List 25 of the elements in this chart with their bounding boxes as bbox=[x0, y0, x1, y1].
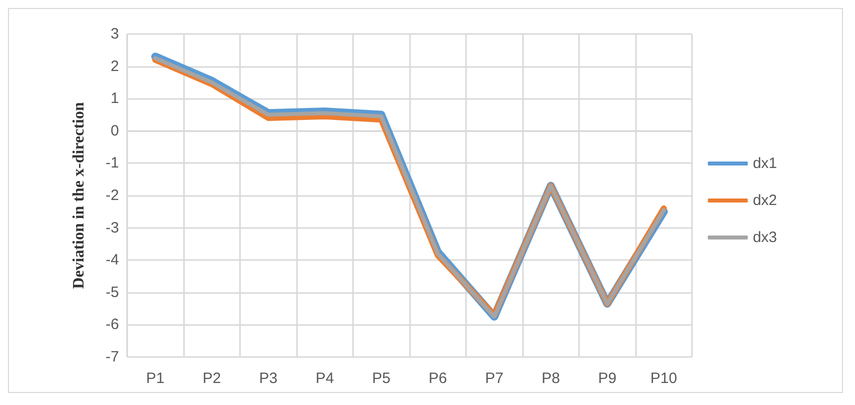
x-tick-label: P5 bbox=[372, 370, 390, 387]
x-tick-label: P3 bbox=[259, 370, 278, 387]
y-tick-label: 3 bbox=[110, 26, 119, 42]
y-tick-label: -2 bbox=[106, 187, 119, 204]
y-tick-label: 0 bbox=[110, 122, 119, 140]
y-tick-label: 1 bbox=[110, 90, 119, 108]
y-tick-label: -1 bbox=[106, 154, 119, 172]
x-tick-label: P10 bbox=[650, 370, 678, 387]
x-tick-label: P4 bbox=[316, 370, 334, 387]
x-tick-label: P8 bbox=[542, 370, 560, 387]
legend-label: dx2 bbox=[752, 192, 778, 209]
y-tick-label: -6 bbox=[106, 316, 119, 334]
y-tick-label: -4 bbox=[106, 252, 119, 269]
legend-label: dx3 bbox=[752, 229, 778, 246]
legend-label: dx1 bbox=[752, 155, 778, 172]
x-tick-label: P9 bbox=[598, 370, 616, 387]
y-tick-label: -3 bbox=[106, 219, 119, 236]
y-tick-label: 2 bbox=[110, 58, 119, 75]
x-tick-label: P7 bbox=[485, 370, 504, 387]
x-tick-label: P6 bbox=[428, 370, 447, 387]
x-tick-label: P1 bbox=[146, 370, 164, 387]
y-tick-label: -5 bbox=[106, 284, 119, 301]
y-tick-label: -7 bbox=[106, 348, 119, 366]
y-axis-title: Deviation in the x-direction bbox=[70, 102, 88, 289]
x-tick-label: P2 bbox=[202, 370, 221, 387]
